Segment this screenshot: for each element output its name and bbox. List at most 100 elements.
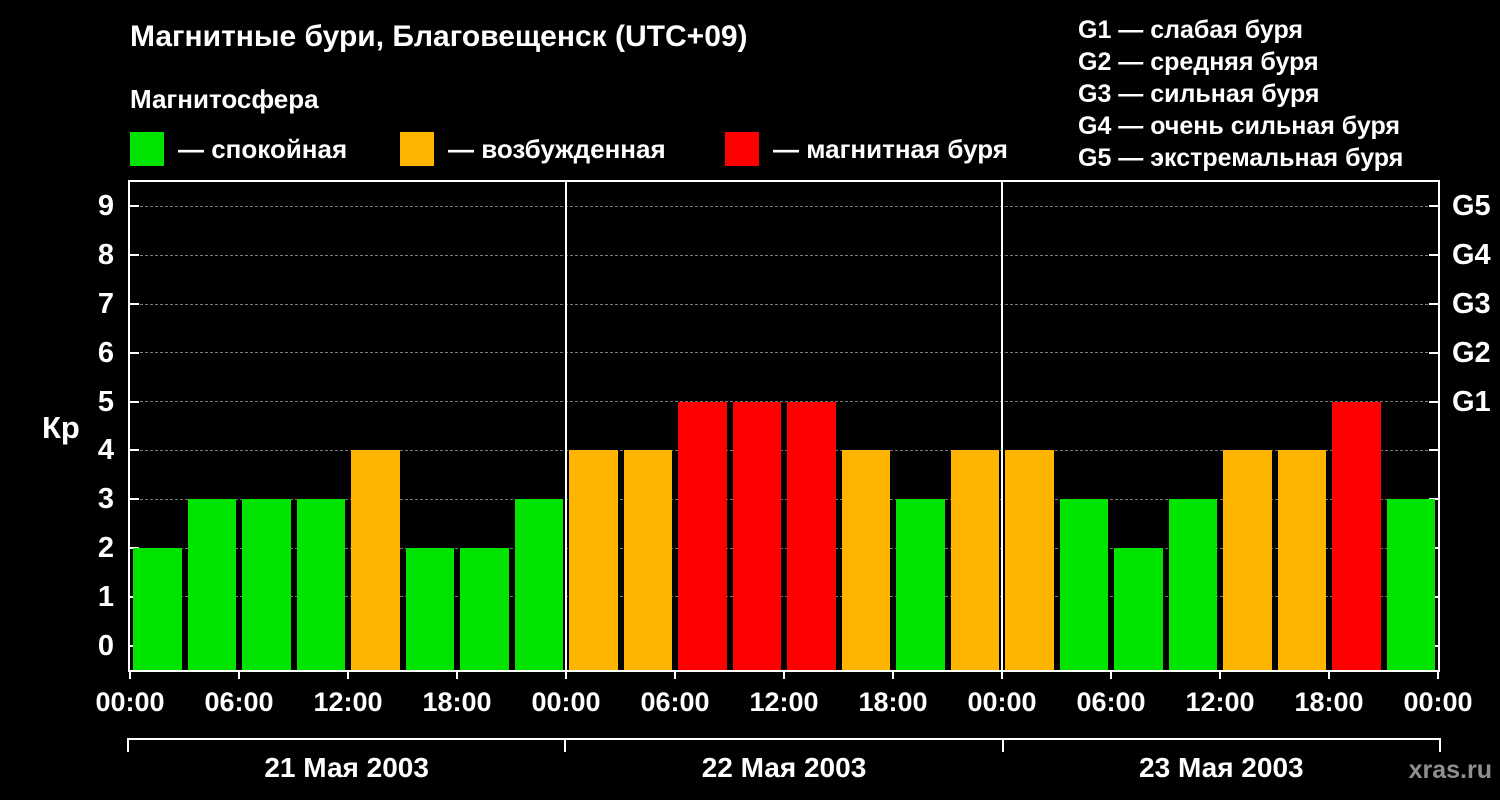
x-axis-tick xyxy=(1437,672,1439,679)
gridline-kp-1 xyxy=(130,596,1438,598)
y-axis-tick xyxy=(1429,254,1438,257)
gridline-kp-5 xyxy=(130,401,1438,403)
y-axis-tick xyxy=(130,205,139,208)
kp-bar xyxy=(1059,499,1108,670)
page-title: Магнитные бури, Благовещенск (UTC+09) xyxy=(130,20,748,53)
x-axis-label: 12:00 xyxy=(313,687,383,717)
day-separator-line xyxy=(1001,182,1003,670)
g-scale-legend: G1 — слабая буря G2 — средняя буря G3 — … xyxy=(1078,14,1403,174)
kp-bar xyxy=(950,450,999,670)
x-axis-label: 18:00 xyxy=(858,687,928,717)
legend-label-excited: — возбужденная xyxy=(448,133,666,164)
kp-bar xyxy=(1386,499,1435,670)
g-scale-item-g2: G2 — средняя буря xyxy=(1078,48,1319,76)
gridline-kp-8 xyxy=(130,254,1438,256)
x-axis-tick xyxy=(347,672,349,679)
y-axis-label: 3 xyxy=(97,483,114,516)
date-axis-tick xyxy=(127,738,129,752)
watermark: xras.ru xyxy=(1408,756,1492,784)
legend-label-storm: — магнитная буря xyxy=(773,133,1008,164)
y-axis-tick xyxy=(130,351,139,354)
y-axis-label: 8 xyxy=(97,239,114,272)
x-axis-label: 12:00 xyxy=(749,687,819,717)
y-axis-tick xyxy=(130,254,139,257)
y-axis-tick xyxy=(130,400,139,403)
g-scale-axis-label-g3: G3 xyxy=(1452,288,1491,320)
kp-bar xyxy=(1005,450,1054,670)
kp-bar xyxy=(187,499,236,670)
gridline-kp-9 xyxy=(130,205,1438,207)
gridline-kp-4 xyxy=(130,449,1438,451)
x-axis-tick xyxy=(1219,672,1221,679)
excited-color-swatch xyxy=(400,132,434,166)
day-separator-line xyxy=(565,182,567,670)
kp-bar xyxy=(896,499,945,670)
y-axis-label: 2 xyxy=(97,532,114,564)
x-axis-tick xyxy=(892,672,894,679)
y-axis-label: 6 xyxy=(97,336,114,369)
y-axis-label: 7 xyxy=(97,288,114,320)
kp-bar xyxy=(514,499,563,670)
gridline-kp-3 xyxy=(130,498,1438,500)
y-axis-tick xyxy=(130,449,139,452)
kp-bar xyxy=(460,548,509,670)
magnetosphere-subtitle: Магнитосфера xyxy=(130,84,319,114)
g-scale-item-g3: G3 — сильная буря xyxy=(1078,80,1320,108)
x-axis-label: 06:00 xyxy=(640,687,710,717)
y-axis-tick xyxy=(130,303,139,305)
x-axis-tick xyxy=(1001,672,1003,679)
x-axis-tick xyxy=(238,672,240,679)
kp-bar xyxy=(1168,499,1217,670)
y-axis-label: 1 xyxy=(97,580,114,613)
y-axis-label: 5 xyxy=(97,385,114,418)
gridline-kp-6 xyxy=(130,352,1438,354)
g-scale-axis-label-g5: G5 xyxy=(1452,190,1491,223)
legend-label-quiet: — спокойная xyxy=(178,133,348,164)
kp-bar xyxy=(405,548,454,670)
g-scale-item-g5: G5 — экстремальная буря xyxy=(1078,144,1404,172)
date-axis-tick xyxy=(1001,738,1004,752)
kp-bar xyxy=(1223,450,1272,670)
kp-bar xyxy=(133,548,182,670)
g-scale-item-g1: G1 — слабая буря xyxy=(1078,16,1304,44)
x-axis-label: 00:00 xyxy=(531,687,601,717)
x-axis-label: 00:00 xyxy=(967,687,1037,717)
x-axis-tick xyxy=(456,672,458,679)
y-axis-label: 4 xyxy=(97,434,114,467)
x-axis-tick xyxy=(1110,672,1112,679)
g-scale-axis-label-g4: G4 xyxy=(1452,239,1491,272)
y-axis-tick xyxy=(1429,205,1438,208)
plot-area xyxy=(128,180,1440,672)
date-axis-line xyxy=(128,738,1440,740)
legend-item-quiet: — спокойная xyxy=(130,132,347,166)
kp-bar xyxy=(242,499,291,670)
kp-bar xyxy=(841,450,890,670)
y-axis-title: Кр xyxy=(42,410,80,445)
y-axis-tick xyxy=(1429,449,1438,452)
quiet-color-swatch xyxy=(130,132,164,166)
date-label: 22 Мая 2003 xyxy=(701,752,867,783)
x-axis-tick xyxy=(129,672,131,679)
x-axis-tick xyxy=(674,672,676,679)
kp-bar xyxy=(732,401,781,670)
x-axis-label: 18:00 xyxy=(422,687,492,717)
date-label: 23 Мая 2003 xyxy=(1139,752,1304,783)
x-axis-label: 18:00 xyxy=(1294,687,1364,717)
kp-bar xyxy=(1114,548,1163,670)
kp-bar xyxy=(296,499,345,670)
storm-color-swatch xyxy=(725,132,759,166)
date-axis-tick xyxy=(1439,738,1441,752)
y-axis-tick xyxy=(1429,400,1438,403)
legend-item-excited: — возбужденная xyxy=(400,132,666,166)
date-label: 21 Мая 2003 xyxy=(264,752,429,783)
g-scale-axis-label-g1: G1 xyxy=(1452,385,1491,418)
kp-bar xyxy=(569,450,618,670)
y-axis-label: 0 xyxy=(97,629,114,662)
date-axis-tick xyxy=(564,738,567,752)
y-axis-tick xyxy=(1429,303,1438,305)
kp-bar xyxy=(623,450,672,670)
kp-bar xyxy=(1277,450,1326,670)
y-axis-tick xyxy=(1429,351,1438,354)
x-axis-label: 12:00 xyxy=(1185,687,1255,717)
